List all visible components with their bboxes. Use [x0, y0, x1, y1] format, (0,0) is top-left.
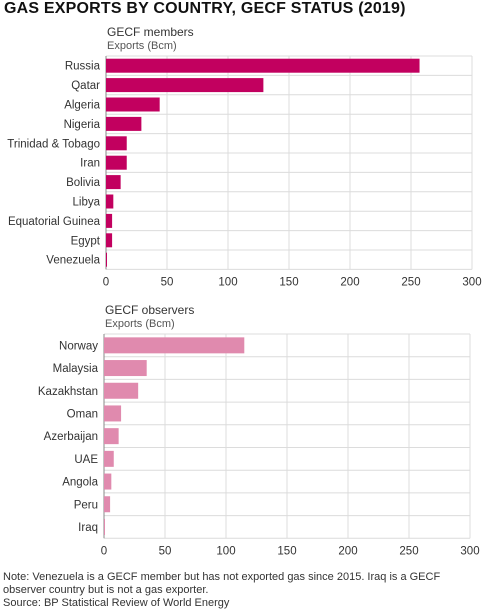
observers-x-tick-label: 150 [277, 545, 296, 557]
observers-category-label: Peru [74, 499, 98, 511]
members-bar [106, 155, 127, 170]
members-category-label: Nigeria [64, 119, 101, 131]
members-category-label: Venezuela [46, 255, 100, 267]
observers-bar-chart: GECF observers Exports (Bcm) Norway Malay… [38, 303, 480, 557]
observers-bar [104, 337, 245, 354]
note-line-2: observer country but is not a gas export… [3, 584, 209, 596]
members-bar [106, 116, 142, 131]
observers-x-tick-label: 250 [399, 545, 418, 557]
members-category-label: Bolivia [66, 177, 100, 189]
members-bar [106, 213, 113, 228]
source-line: Source: BP Statistical Review of World E… [3, 597, 230, 609]
observers-bar [104, 428, 119, 445]
members-bar [106, 97, 160, 112]
members-x-tick-label: 250 [401, 276, 420, 288]
members-category-label: Russia [65, 61, 101, 73]
note-line-1: Note: Venezuela is a GECF member but has… [3, 571, 441, 583]
members-x-tick-label: 300 [462, 276, 481, 288]
members-bar [106, 252, 107, 267]
members-category-label: Equatorial Guinea [8, 216, 101, 228]
observers-category-label: Malaysia [53, 363, 99, 375]
observers-bar [104, 360, 147, 377]
observers-bar [104, 496, 111, 513]
members-plot-area: Russia Qatar Algeria Nigeria Trinidad & Toba… [7, 55, 482, 288]
observers-category-label: Norway [59, 340, 98, 352]
observers-bar [104, 382, 139, 399]
observers-chart-title: GECF observers [105, 303, 194, 317]
observers-bar [104, 405, 122, 422]
footnote: Note: Venezuela is a GECF member but has… [3, 571, 481, 610]
page-title: GAS EXPORTS BY COUNTRY, GECF STATUS (201… [4, 0, 406, 17]
members-chart-title: GECF members [107, 25, 194, 39]
observers-x-tick-label: 50 [159, 545, 172, 557]
observers-bar [104, 473, 112, 490]
members-x-tick-label: 200 [340, 276, 359, 288]
observers-category-label: Iraq [78, 522, 98, 534]
members-category-label: Egypt [71, 235, 101, 247]
members-category-label: Qatar [71, 80, 100, 92]
members-bar [106, 78, 264, 93]
observers-axis-label: Exports (Bcm) [105, 318, 175, 330]
members-category-label: Libya [73, 197, 101, 209]
observers-x-tick-label: 300 [460, 545, 479, 557]
members-x-tick-label: 50 [161, 276, 174, 288]
members-axis-label: Exports (Bcm) [107, 40, 177, 52]
members-bar [106, 194, 114, 209]
members-category-label: Trinidad & Tobago [7, 138, 100, 150]
members-bar [106, 58, 420, 73]
members-x-tick-label: 100 [218, 276, 237, 288]
members-bar [106, 233, 113, 248]
members-bar [106, 175, 121, 190]
observers-category-label: Angola [62, 477, 98, 489]
observers-category-label: Oman [67, 408, 98, 420]
members-x-tick-label: 0 [103, 276, 109, 288]
members-bar [106, 136, 127, 151]
observers-x-tick-label: 100 [216, 545, 235, 557]
members-category-label: Iran [80, 158, 100, 170]
observers-bar [104, 518, 105, 535]
members-x-tick-label: 150 [279, 276, 298, 288]
observers-x-tick-label: 200 [338, 545, 357, 557]
members-bar-chart: GECF members Exports (Bcm) Russia Qatar Al… [7, 25, 482, 288]
observers-category-label: Kazakhstan [38, 386, 98, 398]
members-category-label: Algeria [64, 100, 100, 112]
observers-category-label: UAE [74, 454, 98, 466]
observers-bar [104, 450, 114, 467]
observers-plot-area: Norway Malaysia Kazakhstan Oman Azerbaijan UA… [38, 333, 480, 557]
observers-x-tick-label: 0 [101, 545, 107, 557]
observers-category-label: Azerbaijan [44, 431, 98, 443]
